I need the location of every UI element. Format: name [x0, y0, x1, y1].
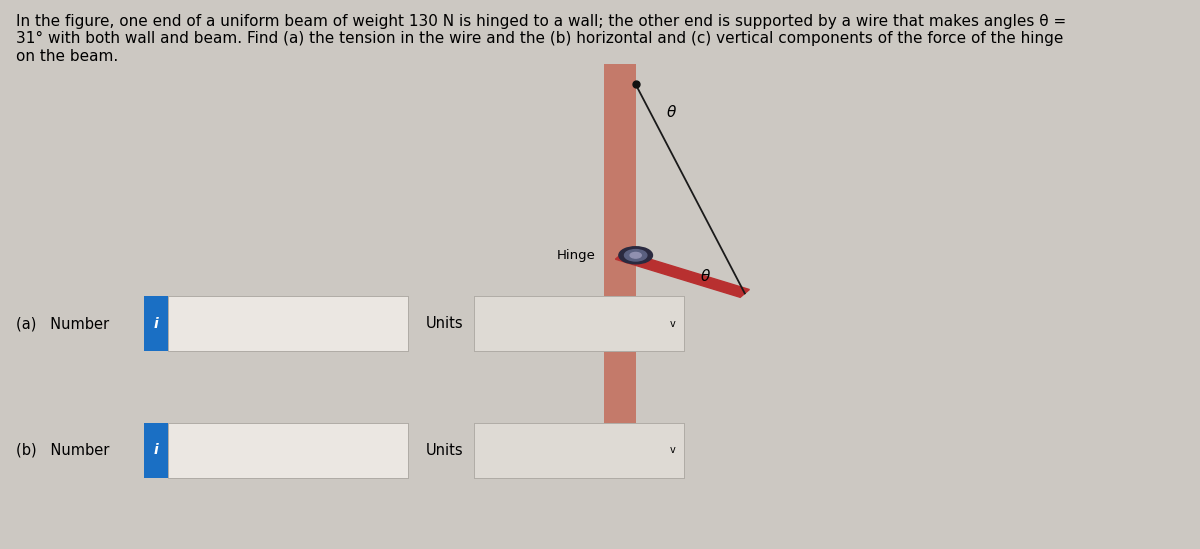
Text: Units: Units	[426, 442, 463, 458]
Text: v: v	[670, 319, 676, 329]
Text: Units: Units	[426, 316, 463, 332]
Circle shape	[624, 250, 647, 261]
Circle shape	[630, 253, 641, 258]
Text: i: i	[154, 443, 158, 457]
Bar	[605, 64, 636, 455]
Text: (a)   Number: (a) Number	[16, 316, 109, 332]
Text: In the figure, one end of a uniform beam of weight 130 N is hinged to a wall; th: In the figure, one end of a uniform beam…	[16, 14, 1066, 64]
Text: i: i	[154, 317, 158, 331]
Text: (b)   Number: (b) Number	[16, 442, 109, 458]
Circle shape	[619, 247, 653, 264]
Text: Hinge: Hinge	[557, 249, 596, 262]
Text: θ: θ	[701, 269, 710, 284]
Text: v: v	[670, 445, 676, 455]
FancyArrow shape	[616, 251, 750, 298]
Text: θ: θ	[666, 105, 676, 120]
